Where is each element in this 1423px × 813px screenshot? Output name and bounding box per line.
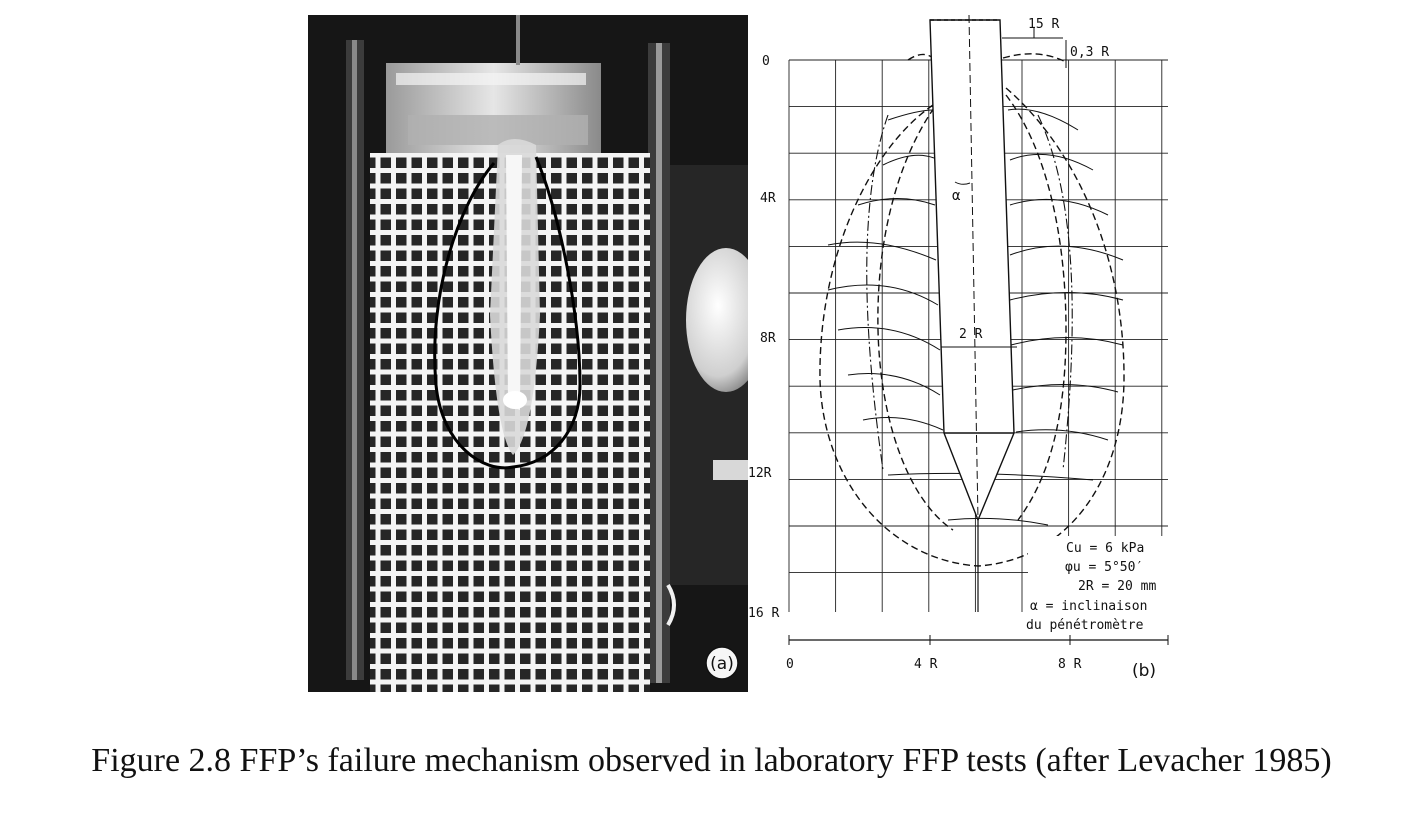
laboratory-photo: (a) bbox=[308, 15, 766, 692]
diagram-legend: Cu = 6 kPa φu = 5°50′ 2R = 20 mm α = inc… bbox=[1026, 536, 1168, 633]
x-axis: 0 4 R 8 R (b) bbox=[786, 635, 1169, 681]
diameter-label: 2 R bbox=[959, 327, 983, 342]
legend-alpha-line1: α = inclinaison bbox=[1030, 599, 1147, 614]
x-tick-0: 0 bbox=[786, 657, 794, 672]
legend-cu: Cu = 6 kPa bbox=[1066, 541, 1144, 556]
angle-symbol: α bbox=[952, 188, 961, 204]
legend-diameter: 2R = 20 mm bbox=[1078, 579, 1156, 594]
y-tick-12r: 12R bbox=[748, 466, 772, 481]
top-dimension-label: 15 R bbox=[1028, 17, 1059, 32]
x-tick-4r: 4 R bbox=[914, 657, 938, 672]
y-tick-16r: 16 R bbox=[748, 606, 779, 621]
failure-mechanism-diagram: 0 4R 8R 12R 16 R 0 4 R 8 R (b) bbox=[748, 0, 1188, 700]
x-tick-8r: 8 R bbox=[1058, 657, 1082, 672]
figure-caption: Figure 2.8 FFP’s failure mechanism obser… bbox=[91, 742, 1332, 779]
panel-b-label: (b) bbox=[1132, 661, 1156, 681]
y-tick-0: 0 bbox=[762, 54, 770, 69]
inner-envelopes bbox=[866, 114, 1073, 471]
displacement-curves bbox=[827, 108, 1124, 526]
y-axis-ticks: 0 4R 8R 12R 16 R bbox=[748, 54, 779, 621]
penetrometer bbox=[929, 14, 1017, 612]
legend-alpha-line2: du pénétromètre bbox=[1026, 618, 1144, 633]
panel-a-label: (a) bbox=[710, 654, 734, 674]
y-tick-8r: 8R bbox=[760, 331, 776, 346]
diagram-annotations: 15 R 0,3 R α 2 R bbox=[952, 17, 1109, 342]
legend-phi: φu = 5°50′ bbox=[1065, 560, 1143, 575]
y-tick-4r: 4R bbox=[760, 191, 776, 206]
offset-dimension-label: 0,3 R bbox=[1070, 45, 1109, 60]
